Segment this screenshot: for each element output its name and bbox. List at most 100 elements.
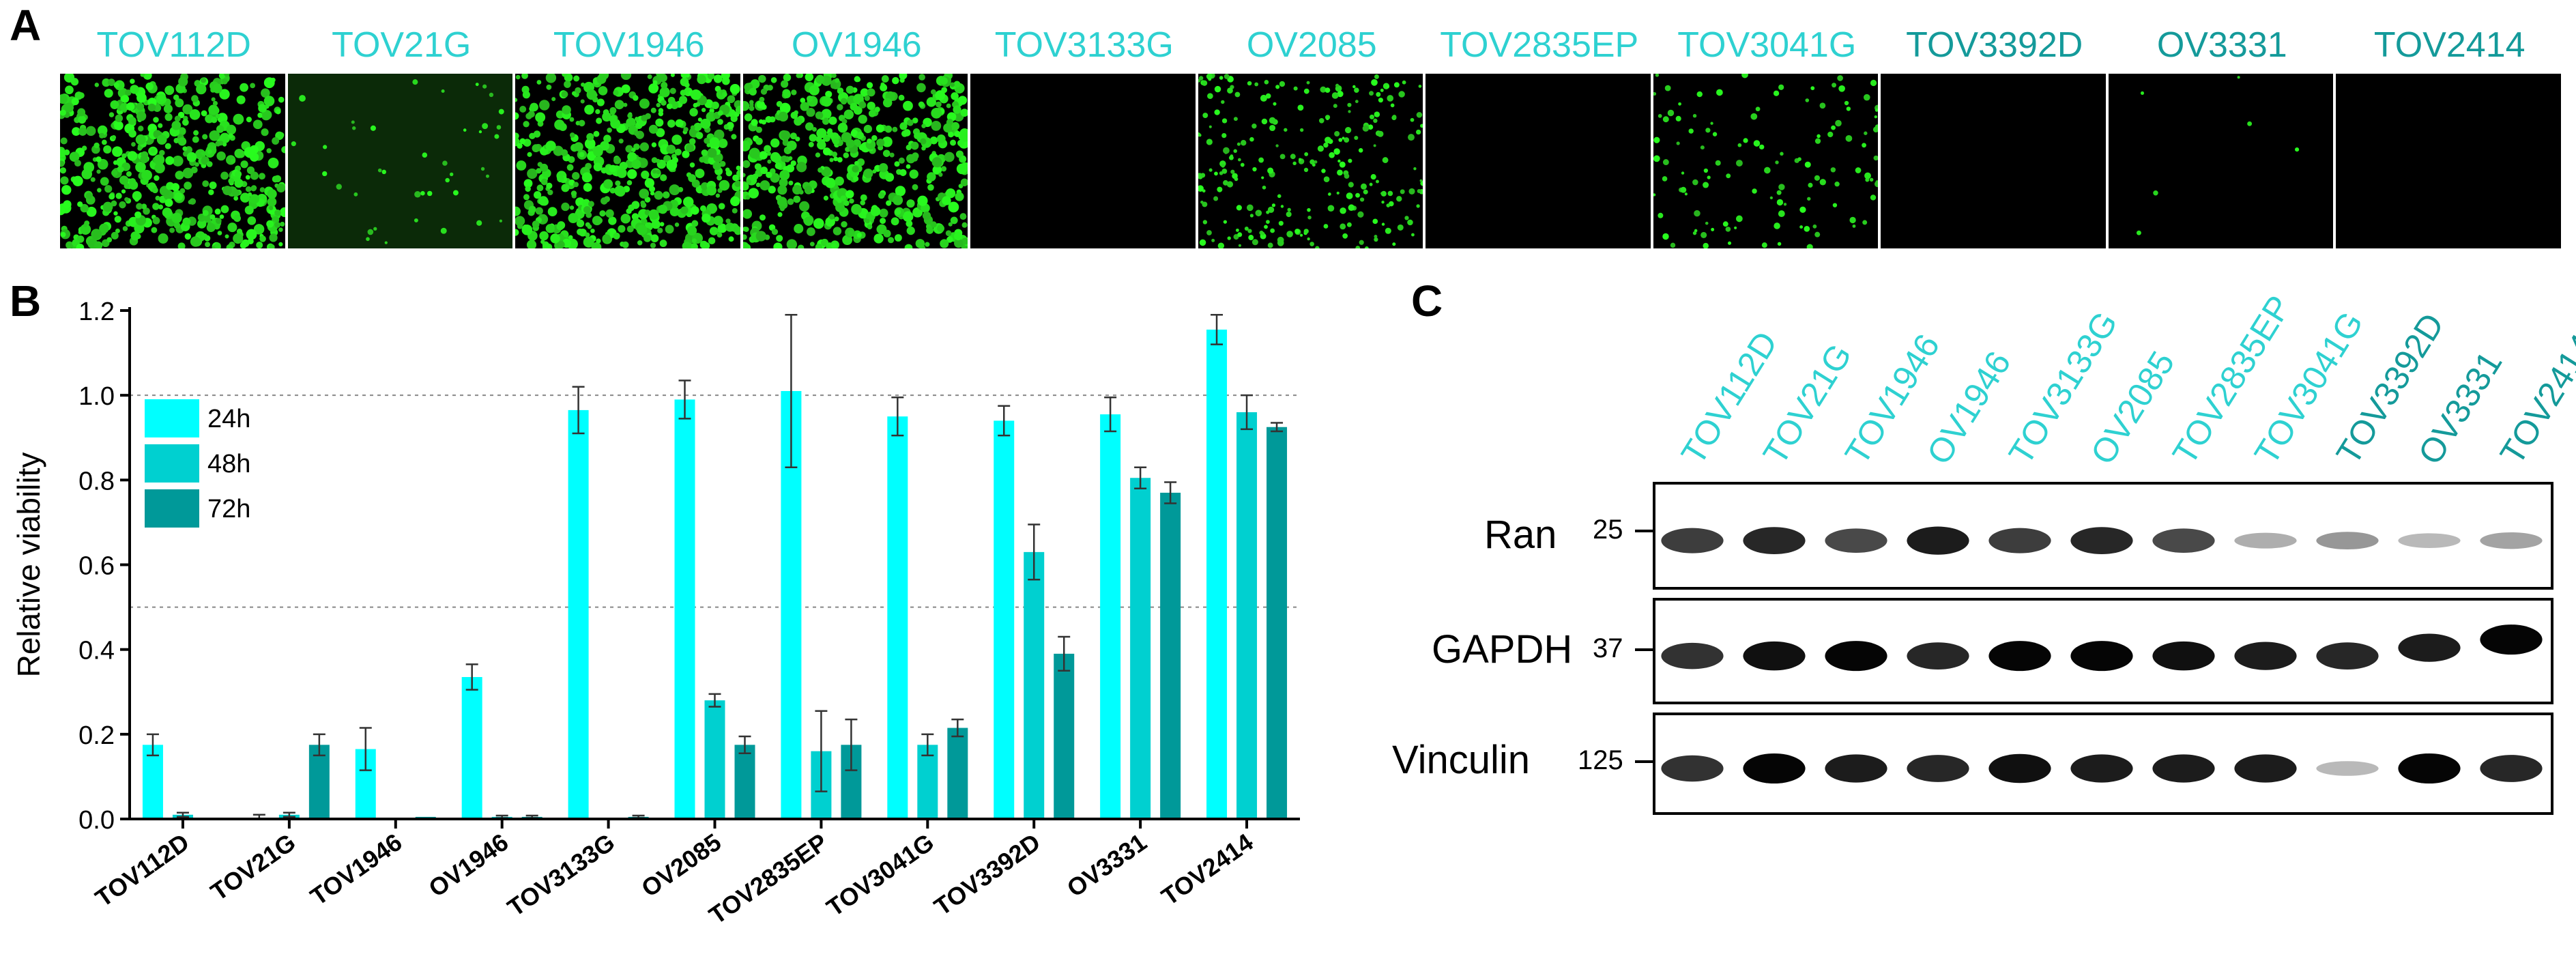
mw-marker-125: 125 [1578,745,1623,775]
mw-marker-37: 37 [1593,633,1623,663]
bar-tov3041g-24h [887,416,908,819]
fluorescence-image-tov2414 [2336,74,2561,248]
bar-ov3331-24h [1100,414,1121,819]
image-label-tov112d: TOV112D [96,25,251,65]
legend-swatch-72h [145,489,199,528]
bar-ov2085-48h [704,700,725,819]
band-gapdh-ov2085 [2070,641,2133,672]
band-vinculin-ov2085 [2070,754,2133,783]
panel-b-viability-chart: Relative viability 0.0 0.2 0.4 0.6 0.8 1.0 1.2 T… [11,298,1300,930]
band-gapdh-tov112d [1661,642,1724,670]
band-ran-tov3392d [2316,532,2379,550]
band-vinculin-tov21g [1743,753,1806,783]
fluorescence-image-tov3392d [1881,74,2106,248]
bar-tov2414-24h [1206,329,1228,819]
image-label-tov3392d: TOV3392D [1906,25,2083,65]
band-gapdh-tov3133g [1988,641,2051,672]
y-tick-label: 0.0 [78,806,115,835]
bar-tov21g-72h [308,745,330,819]
blot-label-gapdh: GAPDH [1432,627,1573,672]
legend-label-48h: 48h [207,450,250,478]
band-gapdh-tov21g [1743,641,1806,671]
x-tick-label-tov3041g: TOV3041G [822,828,939,922]
bar-tov3392d-72h [1054,653,1075,819]
fluorescence-image-tov112d [60,74,285,248]
band-vinculin-tov3041g [2234,754,2297,783]
band-vinculin-ov1946 [1907,755,1969,782]
fluorescence-image-tov3041g [1653,74,1878,248]
x-tick-label-tov1946: TOV1946 [305,828,407,911]
x-tick-label-tov2414: TOV2414 [1156,828,1258,911]
band-vinculin-ov3331 [2398,753,2461,783]
x-tick-label-ov1946: OV1946 [424,828,514,902]
panel-label-a: A [10,1,42,50]
blot-ran [1653,482,2553,590]
band-gapdh-ov1946 [1907,642,1969,670]
y-tick-label: 0.4 [78,637,115,665]
y-tick-label: 1.2 [78,298,115,326]
bar-tov3041g-48h [917,745,938,819]
band-gapdh-tov2835ep [2152,641,2215,671]
bar-tov2414-48h [1236,412,1258,819]
band-ran-tov2835ep [2152,528,2215,553]
bar-ov2085-24h [674,399,695,819]
x-tick-label-ov3331: OV3331 [1062,828,1152,902]
band-gapdh-tov1946 [1825,641,1887,672]
fluorescence-image-ov1946 [742,74,968,248]
mw-tick [1635,648,1654,651]
band-ran-tov1946 [1825,528,1887,553]
band-ran-tov3133g [1988,528,2051,553]
image-label-tov1946: TOV1946 [553,25,705,65]
band-ran-tov21g [1743,527,1806,555]
band-gapdh-tov3392d [2316,642,2379,670]
bar-tov3392d-48h [1024,551,1045,819]
band-ran-tov3041g [2234,532,2297,549]
legend-swatch-48h [145,444,199,483]
x-tick-label-tov3392d: TOV3392D [929,828,1045,921]
band-ran-tov112d [1661,528,1724,553]
fluorescence-image-tov21g [287,74,512,248]
image-label-tov21g: TOV21G [332,25,472,65]
legend-label-24h: 24h [207,405,250,433]
blot-gapdh [1653,598,2553,704]
panel-label-b: B [10,276,42,326]
band-vinculin-tov3133g [1988,753,2051,783]
band-gapdh-ov3331 [2398,633,2461,662]
band-ran-ov3331 [2398,533,2461,548]
band-vinculin-tov2414 [2480,755,2543,782]
y-tick-label: 0.6 [78,552,115,581]
band-ran-tov2414 [2480,532,2543,549]
mw-tick [1635,530,1654,532]
image-label-tov3041g: TOV3041G [1677,25,1857,65]
blot-vinculin [1653,713,2553,815]
mw-marker-25: 25 [1593,515,1623,545]
band-vinculin-tov2835ep [2152,754,2215,783]
band-gapdh-tov3041g [2234,642,2297,670]
band-gapdh-tov2414 [2480,624,2543,655]
blot-label-vinculin: Vinculin [1392,738,1531,782]
band-vinculin-tov112d [1661,755,1724,782]
band-ran-ov1946 [1907,526,1969,555]
panel-label-c: C [1411,276,1443,326]
x-tick-label-tov112d: TOV112D [90,828,194,912]
fluorescence-image-tov3133g [970,74,1196,248]
image-label-ov1946: OV1946 [791,25,922,65]
x-tick-label-ov2085: OV2085 [636,828,726,902]
image-label-tov2835ep: TOV2835EP [1440,25,1639,65]
blot-label-ran: Ran [1484,513,1557,557]
bar-tov3041g-72h [947,728,968,819]
bar-ov1946-24h [461,677,482,819]
bar-ov2085-72h [734,745,755,819]
x-tick-label-tov21g: TOV21G [205,828,300,906]
bar-tov2414-72h [1267,427,1288,819]
y-tick-label: 0.8 [78,467,115,495]
bar-ov3331-72h [1160,492,1181,819]
band-ran-ov2085 [2070,527,2133,555]
lane-label-tov2414: TOV2414 [2492,327,2576,472]
fluorescence-image-ov2085 [1198,74,1423,248]
image-label-tov3133g: TOV3133G [994,25,1174,65]
image-label-tov2414: TOV2414 [2373,25,2526,65]
legend-label-72h: 72h [207,495,250,523]
band-vinculin-tov1946 [1825,754,1887,783]
x-tick-label-tov3133g: TOV3133G [502,828,620,922]
